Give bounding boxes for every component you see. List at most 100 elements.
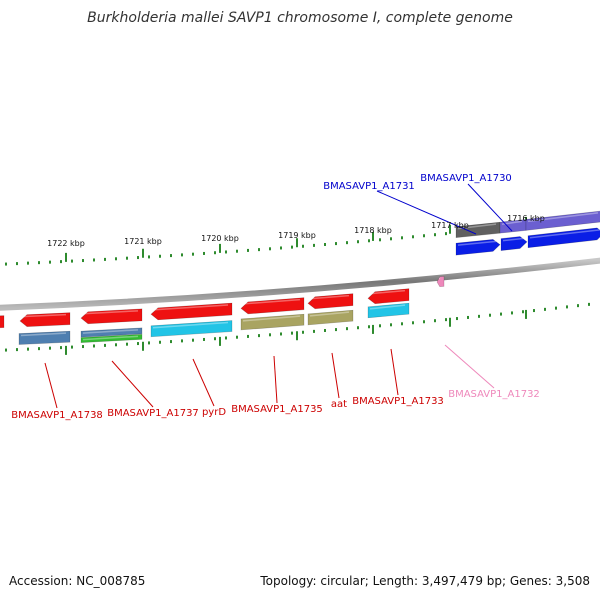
gene-label-a1733: BMASAVP1_A1733 <box>352 396 444 407</box>
minor-tick <box>566 305 568 309</box>
minor-tick <box>346 327 348 331</box>
leader-a1737 <box>111 360 154 408</box>
major-tick <box>142 248 144 258</box>
minor-tick <box>346 241 348 245</box>
minor-tick <box>478 314 480 318</box>
minor-tick <box>148 255 150 259</box>
minor-tick <box>379 238 381 242</box>
category-bar-aat-highlight <box>309 311 350 317</box>
minor-tick <box>82 345 84 349</box>
minor-tick <box>126 342 128 346</box>
minor-tick <box>313 243 315 247</box>
minor-tick <box>544 307 546 311</box>
minor-tick <box>489 313 491 317</box>
leader-a1735 <box>273 355 278 404</box>
minor-tick <box>93 344 95 348</box>
minor-tick <box>379 324 381 328</box>
gene-label-a1732: BMASAVP1_A1732 <box>448 389 540 400</box>
minor-tick <box>16 348 18 352</box>
minor-tick <box>214 251 216 255</box>
gene-arrow-a1735-highlight <box>242 298 301 305</box>
minor-tick <box>445 232 447 236</box>
category-bar-a1737-bottom-highlight <box>82 335 139 341</box>
minor-tick <box>236 249 238 253</box>
minor-tick <box>93 258 95 262</box>
minor-tick <box>401 236 403 240</box>
category-bar-a1738-highlight <box>20 332 67 337</box>
category-bar-a1733-highlight <box>369 304 406 310</box>
minor-tick <box>335 328 337 332</box>
minor-tick <box>104 343 106 347</box>
minor-tick <box>588 302 590 306</box>
minor-tick <box>368 325 370 329</box>
major-tick <box>65 252 67 262</box>
scale-ticks-inner <box>5 302 590 355</box>
gene-arrow-aat-highlight <box>309 294 350 300</box>
gene-arrow-a1729-highlight <box>529 229 600 239</box>
category-bar-a1733 <box>367 302 410 319</box>
minor-tick <box>5 348 7 352</box>
minor-tick <box>280 246 282 250</box>
major-tick <box>296 331 298 341</box>
major-tick <box>372 231 374 241</box>
minor-tick <box>225 250 227 254</box>
scale-label-1720: 1720 kbp <box>201 234 239 243</box>
leader-a1733 <box>390 348 399 396</box>
minor-tick <box>280 332 282 336</box>
minor-tick <box>269 247 271 251</box>
minor-tick <box>115 343 117 347</box>
minor-tick <box>71 345 73 349</box>
category-bar-pyrd <box>150 320 233 338</box>
category-bar-a1737-top <box>80 327 143 338</box>
minor-tick <box>38 261 40 265</box>
minor-tick <box>181 339 183 343</box>
minor-tick <box>423 320 425 324</box>
minor-tick <box>159 340 161 344</box>
minor-tick <box>170 254 172 258</box>
minor-tick <box>302 244 304 248</box>
category-bar-a1729-highlight <box>527 212 599 223</box>
minor-tick <box>71 259 73 263</box>
gene-arrow-a1739 <box>0 315 5 329</box>
scale-label-1722: 1722 kbp <box>47 239 85 248</box>
major-tick <box>219 243 221 253</box>
category-bar-a1738 <box>18 330 71 345</box>
gene-arrow-a1737 <box>80 308 143 325</box>
gene-arrow-a1733-highlight <box>369 289 406 295</box>
minor-tick <box>445 318 447 322</box>
minor-tick <box>324 328 326 332</box>
gene-label-pyrd: pyrD <box>202 407 226 418</box>
major-tick <box>142 341 144 351</box>
category-bar-a1737-bottom <box>80 334 143 343</box>
minor-tick <box>115 257 117 261</box>
gene-label-aat: aat <box>331 399 347 410</box>
gene-label-a1730: BMASAVP1_A1730 <box>420 173 512 184</box>
gene-arrow-a1729 <box>527 227 600 249</box>
accession-text: Accession: NC_008785 <box>9 574 146 588</box>
gene-arrow-a1732 <box>436 276 445 288</box>
gene-arrow-a1738 <box>19 312 71 327</box>
minor-tick <box>324 242 326 246</box>
major-tick <box>449 317 451 327</box>
major-tick <box>372 324 374 334</box>
gene-arrow-a1737-highlight <box>82 310 139 315</box>
major-tick <box>449 224 451 234</box>
minor-tick <box>5 262 7 266</box>
minor-tick <box>357 240 359 244</box>
minor-tick <box>104 257 106 261</box>
major-tick <box>219 336 221 346</box>
map-title: Burkholderia mallei SAVP1 chromosome I, … <box>87 10 513 26</box>
minor-tick <box>236 335 238 339</box>
scale-label-1721: 1721 kbp <box>124 237 162 246</box>
scale-label-1718: 1718 kbp <box>354 226 392 235</box>
minor-tick <box>423 234 425 238</box>
minor-tick <box>60 346 62 350</box>
minor-tick <box>38 347 40 351</box>
scale-label-1716: 1716 kbp <box>507 214 545 223</box>
category-bar-a1737-top-highlight <box>82 329 139 334</box>
chromosome-backbone <box>0 257 600 311</box>
minor-tick <box>269 333 271 337</box>
minor-tick <box>335 242 337 246</box>
minor-tick <box>247 248 249 252</box>
gene-arrow-a1735 <box>240 297 305 315</box>
